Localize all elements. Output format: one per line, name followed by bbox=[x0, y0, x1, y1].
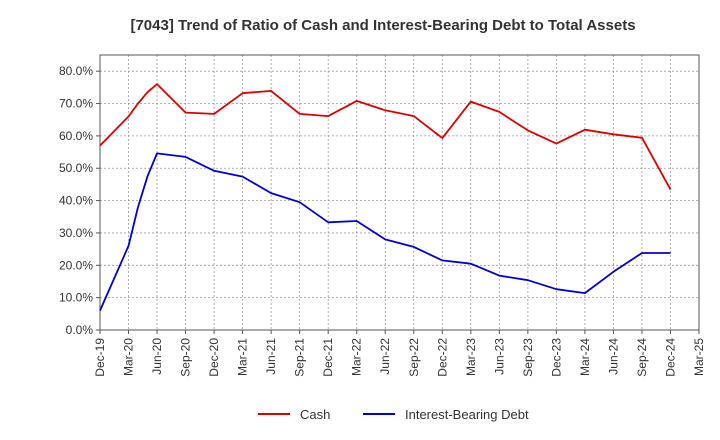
legend-label-cash: Cash bbox=[300, 407, 330, 422]
y-tick-label: 30.0% bbox=[59, 226, 93, 240]
y-tick-label: 80.0% bbox=[59, 64, 93, 78]
series-line-interest-bearing-debt bbox=[99, 152, 671, 311]
y-tick-label: 40.0% bbox=[59, 194, 93, 208]
y-tick-label: 60.0% bbox=[59, 129, 93, 143]
x-tick-label: Mar-23 bbox=[464, 338, 478, 376]
x-tick-label: Dec-23 bbox=[549, 338, 563, 377]
x-tick-label: Mar-22 bbox=[350, 338, 364, 376]
x-tick-label: Jun-20 bbox=[150, 338, 164, 375]
x-tick-label: Dec-21 bbox=[321, 338, 335, 377]
x-tick-label: Dec-20 bbox=[207, 338, 221, 377]
x-tick-label: Jun-23 bbox=[492, 338, 506, 375]
x-tick-label: Dec-22 bbox=[435, 338, 449, 377]
x-tick-label: Sep-23 bbox=[521, 338, 535, 377]
y-tick-label: 70.0% bbox=[59, 97, 93, 111]
x-tick-label: Mar-24 bbox=[578, 338, 592, 376]
x-tick-label: Mar-20 bbox=[122, 338, 136, 376]
chart-title: [7043] Trend of Ratio of Cash and Intere… bbox=[130, 17, 635, 34]
x-tick-label: Sep-21 bbox=[293, 338, 307, 377]
x-tick-label: Jun-22 bbox=[378, 338, 392, 375]
x-tick-label: Jun-21 bbox=[264, 338, 278, 375]
grid bbox=[99, 55, 700, 331]
x-tick-label: Mar-21 bbox=[236, 338, 250, 376]
x-tick-label: Dec-19 bbox=[93, 338, 107, 377]
y-tick-label: 20.0% bbox=[59, 258, 93, 272]
plot-frame bbox=[99, 54, 700, 331]
x-tick-label: Sep-22 bbox=[407, 338, 421, 377]
legend: Cash Interest-Bearing Debt bbox=[258, 407, 529, 422]
x-tick-label: Dec-24 bbox=[663, 338, 677, 377]
series-layer bbox=[99, 83, 672, 311]
legend-label-interest-bearing-debt: Interest-Bearing Debt bbox=[405, 407, 529, 422]
x-tick-label: Mar-25 bbox=[692, 338, 706, 376]
x-tick-label: Sep-24 bbox=[635, 338, 649, 377]
y-tick-label: 50.0% bbox=[59, 161, 93, 175]
y-axis-ticks: 0.0% 10.0% 20.0% 30.0% 40.0% 50.0% 60.0% 70.0% 8… bbox=[59, 64, 100, 337]
series-line-cash bbox=[99, 83, 672, 191]
x-axis-ticks: Dec-19 Mar-20 Jun-20 Sep-20 Dec-20 Mar-21 Jun-… bbox=[93, 330, 706, 377]
x-tick-label: Sep-20 bbox=[179, 338, 193, 377]
x-tick-label: Jun-24 bbox=[606, 338, 620, 375]
y-tick-label: 10.0% bbox=[59, 291, 93, 305]
y-tick-label: 0.0% bbox=[66, 323, 94, 337]
